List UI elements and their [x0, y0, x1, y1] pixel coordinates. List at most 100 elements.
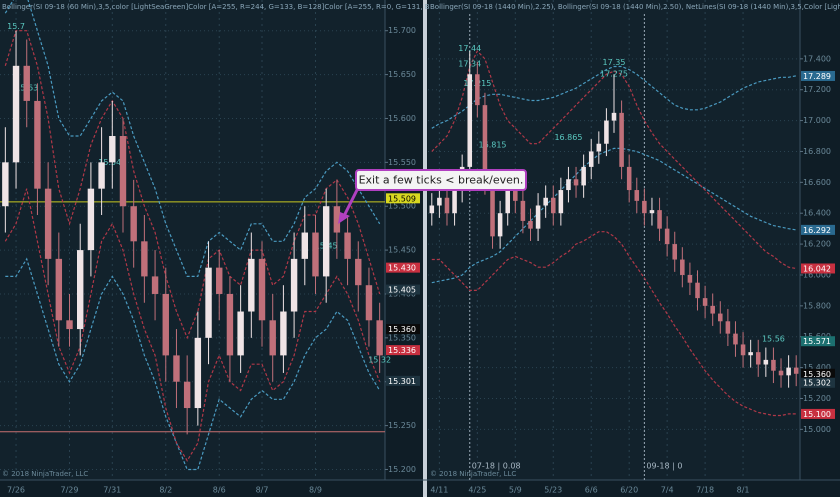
- candle-body: [467, 74, 473, 167]
- price-marker: [801, 377, 835, 388]
- candle-body: [34, 100, 41, 189]
- price-marker: [386, 284, 420, 295]
- band-line: [431, 65, 797, 129]
- x-tick-label: 7/31: [103, 486, 121, 495]
- y-tick-label: 15.450: [388, 246, 416, 255]
- price-marker: [386, 345, 420, 356]
- copyright: © 2018 NinjaTrader, LLC: [2, 470, 88, 478]
- candle-body: [376, 320, 383, 356]
- candle-body: [520, 200, 526, 221]
- candle-body: [98, 162, 105, 189]
- chart-title: Bollinger(SI 09-18 (1440 Min),2.25), Bol…: [430, 3, 840, 11]
- price-marker-label: 15.405: [388, 286, 416, 295]
- y-tick-label: 15.000: [803, 425, 831, 434]
- candle-body: [543, 197, 548, 206]
- chart-title: Bollinger(SI 09-18 (60 Min),3,5,color [L…: [2, 3, 430, 11]
- candle-body: [657, 210, 662, 229]
- candle-body: [535, 205, 541, 229]
- point-label: 17.44: [458, 44, 481, 53]
- band-line: [431, 231, 797, 417]
- y-tick-label: 15.400: [803, 363, 831, 372]
- candle-body: [141, 241, 148, 277]
- candle-body: [482, 105, 488, 183]
- x-tick-label: 8/2: [159, 486, 172, 495]
- candle-body: [226, 293, 234, 356]
- candle-body: [109, 136, 116, 163]
- candle-body: [604, 120, 609, 144]
- point-label: 15.56: [762, 334, 785, 343]
- candle-body: [718, 313, 723, 322]
- band-line: [5, 257, 381, 471]
- panel-divider: [423, 0, 427, 497]
- price-marker: [386, 262, 420, 273]
- candle-body: [642, 200, 647, 214]
- candle-body: [634, 190, 640, 201]
- x-tick-label: 8/7: [256, 486, 269, 495]
- price-marker-label: 15.360: [803, 370, 831, 379]
- x-tick-label: 6/20: [620, 486, 638, 495]
- x-tick-label: 7/26: [7, 486, 25, 495]
- candle-body: [237, 311, 244, 356]
- x-tick-label: 4/25: [468, 486, 486, 495]
- candle-body: [725, 321, 731, 334]
- price-marker: [801, 336, 835, 347]
- candle-body: [444, 197, 450, 214]
- y-tick-label: 15.600: [388, 114, 416, 123]
- candle-body: [664, 228, 670, 245]
- left-plot-area: [0, 0, 385, 480]
- candle-body: [680, 259, 685, 275]
- annotation: Exit a few ticks < break/even.: [338, 169, 527, 224]
- candle-body: [513, 190, 518, 201]
- y-tick-label: 15.250: [388, 421, 416, 430]
- candle-body: [12, 65, 20, 163]
- price-marker: [801, 368, 835, 379]
- candle-body: [778, 370, 784, 376]
- price-marker: [801, 263, 835, 274]
- y-tick-label: 17.400: [803, 54, 831, 63]
- candle-body: [2, 162, 9, 207]
- price-marker-label: 15.571: [803, 337, 831, 346]
- candle-body: [355, 258, 362, 286]
- candle-body: [269, 320, 276, 356]
- y-tick-label: 15.800: [803, 301, 831, 310]
- candle-body: [23, 65, 30, 101]
- candle-body: [280, 311, 287, 356]
- candle-body: [66, 320, 73, 330]
- annotation-arrow: [341, 187, 360, 219]
- candle-body: [687, 274, 693, 283]
- chart-panel: 15.00015.20015.40015.60015.80016.00016.2…: [428, 0, 840, 495]
- candle-body: [55, 258, 63, 321]
- candle-body: [566, 179, 571, 191]
- candle-body: [183, 381, 191, 409]
- candle-body: [162, 293, 169, 356]
- candle-body: [672, 244, 678, 260]
- candle-body: [793, 367, 799, 374]
- y-tick-label: 15.550: [388, 158, 416, 167]
- band-line: [4, 30, 381, 340]
- candle-body: [258, 258, 266, 321]
- candle-body: [695, 282, 700, 299]
- price-marker: [386, 193, 420, 204]
- candle-body: [151, 276, 159, 294]
- candle-body: [649, 210, 655, 214]
- candle-body: [216, 267, 223, 294]
- candle-body: [322, 206, 330, 277]
- candle-body: [702, 298, 708, 306]
- annotation-text: Exit a few ticks < break/even.: [359, 174, 524, 187]
- candle-body: [44, 188, 52, 259]
- y-tick-label: 16.200: [803, 240, 831, 249]
- candle-body: [588, 151, 594, 167]
- y-tick-label: 17.200: [803, 85, 831, 94]
- rollover-label: 09-18 | 0: [646, 462, 682, 471]
- price-marker-label: 16.292: [803, 226, 831, 235]
- candle-body: [365, 285, 373, 321]
- x-tick-label: 5/23: [544, 486, 562, 495]
- y-tick-label: 15.200: [388, 465, 416, 474]
- candle-body: [497, 213, 503, 237]
- x-tick-label: 8/1: [737, 486, 750, 495]
- y-tick-label: 16.800: [803, 147, 831, 156]
- candle-body: [626, 166, 632, 191]
- band-line: [4, 0, 381, 277]
- band-line: [431, 147, 797, 284]
